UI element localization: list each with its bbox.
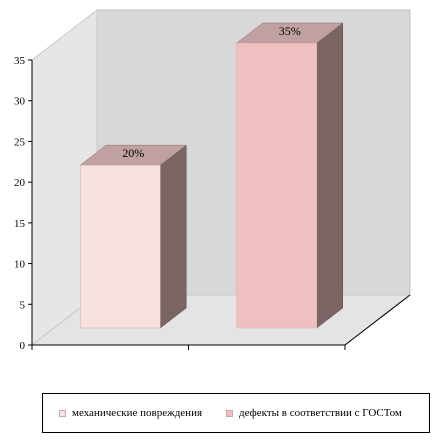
- y-tick-label: 10: [14, 259, 26, 271]
- y-tick-label: 30: [14, 96, 26, 108]
- legend-label-0: механические повреждения: [72, 407, 203, 419]
- y-tick-label: 5: [20, 299, 26, 311]
- x-axis-depth: [344, 294, 411, 346]
- y-tick-label: 35: [14, 55, 26, 67]
- y-tick-label: 0: [20, 340, 26, 352]
- y-tick-label: 20: [14, 177, 26, 189]
- legend-label-1: дефекты в соответствии с ГОСТом: [239, 407, 402, 419]
- legend: механические повреждения дефекты в соотв…: [42, 393, 430, 433]
- bar-side: [316, 22, 343, 329]
- legend-item-0: механические повреждения: [59, 407, 202, 419]
- data-label: 20%: [122, 146, 144, 160]
- y-tick-label: 25: [14, 136, 26, 148]
- bar-side: [160, 144, 187, 329]
- bar: [236, 42, 317, 329]
- legend-swatch-0: [59, 409, 66, 417]
- legend-swatch-1: [226, 409, 233, 417]
- legend-item-1: дефекты в соответствии с ГОСТом: [226, 407, 402, 419]
- bar: [80, 164, 161, 329]
- data-label: 35%: [279, 24, 301, 38]
- y-tick-label: 15: [14, 218, 26, 230]
